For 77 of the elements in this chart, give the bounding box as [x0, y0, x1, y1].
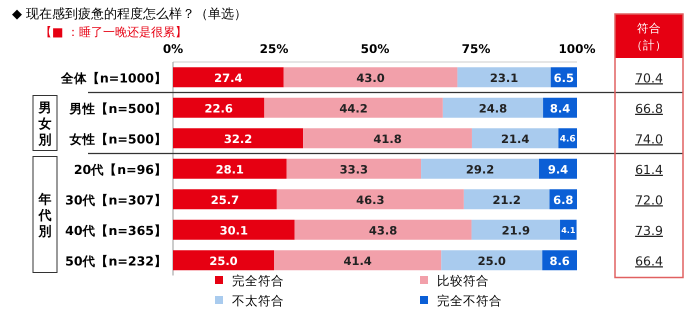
data-label: 6.8: [553, 192, 574, 207]
legend-label: 不太符合: [232, 293, 284, 308]
bar: [286, 158, 422, 179]
bar: [173, 220, 295, 240]
bar: [472, 220, 560, 240]
x-tick-label: 0%: [162, 42, 184, 56]
text: 70.4: [635, 70, 663, 86]
bar: [284, 67, 458, 88]
bar: [173, 128, 304, 148]
data-label: 23.1: [490, 70, 518, 85]
data-label: 21.2: [492, 192, 521, 207]
y-tick-label: 男性【n=500】: [68, 100, 167, 116]
bar: [173, 189, 277, 210]
data-label: 8.4: [550, 101, 570, 116]
x-tick-label: 75%: [462, 42, 490, 56]
data-label: 46.3: [356, 192, 385, 207]
data-label: 21.9: [502, 223, 530, 238]
legend-label: 完全不符合: [437, 293, 502, 308]
bar: [442, 98, 544, 118]
bar: [464, 189, 550, 210]
y-tick-label: 40代【n=365】: [65, 222, 167, 238]
data-label: 29.2: [466, 162, 494, 176]
data-label: 4.6: [560, 134, 576, 145]
bar: [274, 250, 442, 270]
data-label: 44.2: [339, 101, 368, 116]
x-tick-label: 25%: [260, 42, 288, 56]
chart-subtitle: 【■ ：睡了一晚还是很累】: [40, 25, 188, 39]
bar: [303, 128, 472, 148]
y-tick-label: 女性【n=500】: [68, 131, 167, 146]
text: 61.4: [635, 162, 663, 177]
bar: [173, 158, 287, 179]
data-label: 9.4: [548, 162, 568, 176]
data-label: 28.1: [216, 162, 244, 176]
bar: [472, 128, 558, 148]
data-label: 27.4: [214, 70, 243, 85]
text: 年代別: [38, 192, 52, 240]
bar: [264, 98, 443, 118]
y-tick-label: 50代【n=232】: [65, 253, 167, 268]
bar: [173, 250, 274, 270]
data-label: 30.1: [220, 223, 248, 238]
data-label: 4.1: [561, 226, 576, 235]
y-tick-label: 20代【n=96】: [74, 162, 167, 177]
data-label: 43.8: [368, 223, 398, 238]
data-label: 22.6: [204, 101, 233, 116]
y-tick-label: 30代【n=307】: [65, 192, 167, 208]
data-label: 6.5: [554, 70, 574, 85]
text: 74.0: [635, 131, 663, 146]
y-tick-label: 全体【n=1000】: [60, 70, 167, 86]
data-label: 24.8: [478, 101, 508, 116]
text: 男女別: [38, 101, 52, 148]
bar: [441, 250, 542, 270]
x-tick-label: 50%: [360, 42, 390, 56]
bar: [173, 67, 284, 88]
bar: [457, 67, 551, 88]
text: 66.4: [635, 253, 663, 268]
bar: [294, 220, 472, 240]
data-label: 32.2: [224, 132, 252, 146]
data-label: 41.8: [373, 132, 402, 146]
bar: [276, 189, 464, 210]
data-label: 43.0: [356, 70, 385, 85]
text: 符合（計）: [631, 21, 667, 52]
data-label: 8.6: [549, 254, 570, 268]
text: 72.0: [635, 192, 663, 208]
data-label: 41.4: [343, 254, 372, 268]
data-label: 25.0: [478, 254, 506, 268]
data-label: 33.3: [340, 162, 368, 176]
text: 66.8: [635, 100, 663, 116]
chart-title: ◆ 现在感到疲惫的程度怎么样？（单选）: [12, 6, 248, 22]
x-tick-label: 100%: [558, 42, 596, 56]
legend-label: 完全符合: [232, 273, 284, 288]
data-label: 25.0: [209, 254, 238, 268]
bar: [173, 98, 264, 118]
legend-label: 比较符合: [437, 273, 489, 288]
data-label: 21.4: [501, 132, 530, 146]
text: 73.9: [635, 222, 663, 238]
bar: [421, 158, 540, 179]
data-label: 25.7: [210, 192, 240, 207]
